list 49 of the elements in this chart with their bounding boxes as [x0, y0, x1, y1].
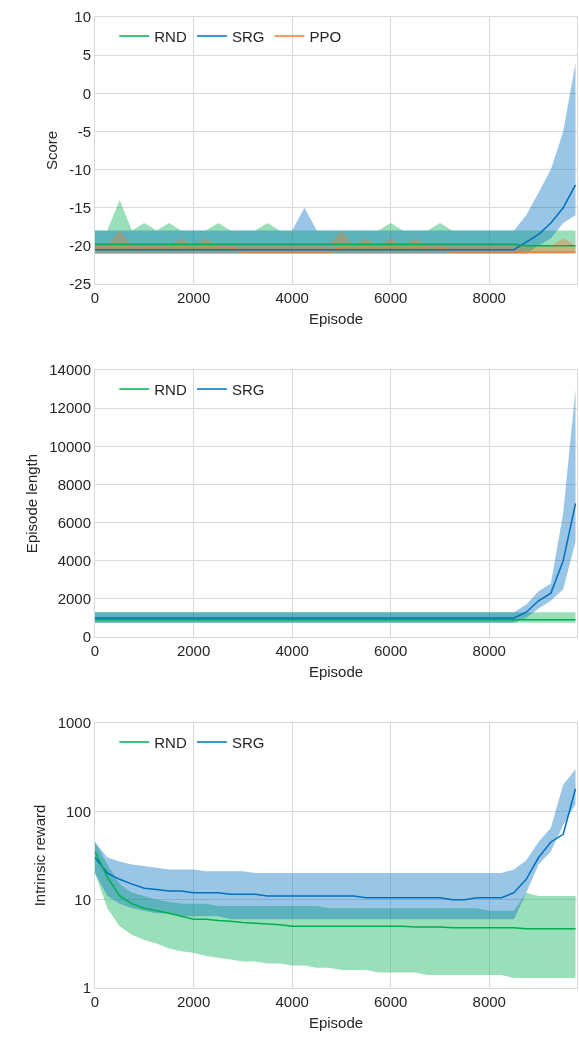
y-tick-label: -5: [77, 122, 91, 140]
y-axis-title: Score: [42, 130, 60, 171]
y-axis-title: Intrinsic reward: [30, 804, 48, 907]
legend-label: SRG: [231, 27, 265, 45]
y-tick-label: 0: [82, 628, 91, 646]
y-tick-label: -15: [69, 198, 91, 216]
x-tick-label: 4000: [275, 993, 309, 1010]
y-tick-label: 10000: [49, 437, 91, 455]
y-tick-label: 1: [82, 979, 91, 997]
x-tick-label: 2000: [176, 642, 211, 659]
y-tick-label: 6000: [57, 513, 91, 531]
line-series: [95, 184, 577, 251]
y-tick-label: 1000: [57, 714, 91, 732]
y-tick-label: 5: [82, 46, 91, 64]
y-tick-label: 10: [74, 890, 91, 908]
x-tick-label: 8000: [472, 993, 506, 1010]
legend-label: RND: [154, 380, 187, 398]
x-tick-label: 4000: [275, 642, 309, 659]
line-series: [95, 788, 577, 901]
y-tick-label: 100: [65, 802, 91, 820]
y-tick-label: 2000: [57, 590, 91, 608]
x-axis-title: Episode: [308, 310, 364, 327]
x-axis-title: Episode: [308, 663, 364, 680]
x-tick-label: 6000: [374, 289, 408, 306]
line-series: [95, 502, 577, 619]
x-axis-title: Episode: [308, 1014, 364, 1031]
legend-label: RND: [154, 733, 187, 751]
x-tick-label: 6000: [374, 642, 408, 659]
y-tick-label: 10: [74, 8, 91, 26]
y-tick-label: -10: [69, 160, 91, 178]
y-tick-label: 0: [82, 84, 91, 102]
y-tick-label: -20: [69, 237, 91, 255]
y-tick-label: 8000: [57, 475, 91, 493]
line-series: [95, 850, 577, 930]
legend-label: SRG: [231, 380, 265, 398]
legend-label: SRG: [231, 733, 265, 751]
y-tick-label: 14000: [49, 361, 91, 379]
legend-label: RND: [154, 27, 187, 45]
x-tick-label: 2000: [176, 289, 211, 306]
x-tick-label: 8000: [472, 289, 506, 306]
x-tick-label: 2000: [176, 993, 211, 1010]
x-tick-label: 8000: [472, 642, 506, 659]
legend-label: PPO: [309, 27, 342, 45]
y-tick-label: -25: [69, 275, 91, 293]
x-tick-label: 6000: [374, 993, 408, 1010]
y-tick-label: 4000: [57, 551, 91, 569]
y-axis-title: Episode length: [22, 453, 40, 554]
y-tick-label: 12000: [49, 399, 91, 417]
x-tick-label: 4000: [275, 289, 309, 306]
